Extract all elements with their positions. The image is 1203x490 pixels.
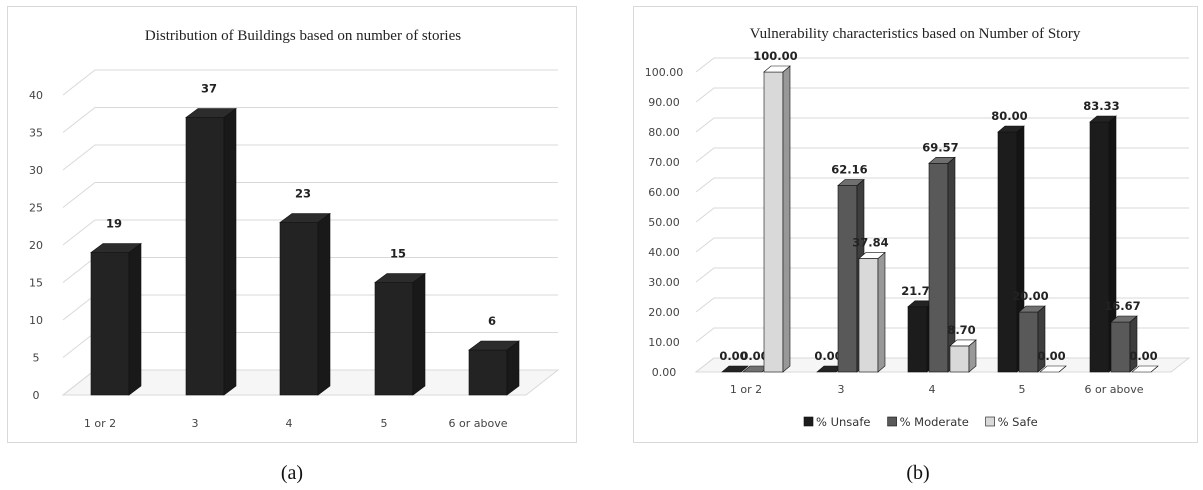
chart-a-title: Distribution of Buildings based on numbe… xyxy=(145,28,461,44)
bar xyxy=(1131,365,1159,373)
legend-swatch xyxy=(887,416,897,427)
bar xyxy=(858,251,886,373)
y-tick-label: 30.00 xyxy=(648,276,680,289)
bar xyxy=(928,156,956,373)
y-tick-label: 0 xyxy=(33,389,40,402)
legend-label: % Safe xyxy=(998,415,1038,429)
legend-label: % Moderate xyxy=(900,415,969,429)
gridline xyxy=(695,297,1189,313)
y-tick-label: 70.00 xyxy=(648,156,680,169)
gridline xyxy=(62,219,558,246)
y-tick-label: 40.00 xyxy=(648,246,680,259)
y-tick-label: 60.00 xyxy=(648,186,680,199)
gridline xyxy=(695,87,1189,103)
data-label: 0.00 xyxy=(719,349,747,363)
data-label: 83.33 xyxy=(1083,99,1119,113)
y-tick-label: 25 xyxy=(29,202,43,215)
data-label: 15 xyxy=(390,247,406,261)
y-tick-label: 100.00 xyxy=(645,66,684,79)
y-tick-label: 50.00 xyxy=(648,216,680,229)
data-label: 0.00 xyxy=(740,349,768,363)
y-tick-label: 5 xyxy=(33,352,40,365)
bar xyxy=(1110,315,1138,373)
x-tick-label: 4 xyxy=(929,383,936,396)
gridline xyxy=(62,107,558,133)
x-tick-label: 5 xyxy=(381,417,388,430)
data-label: 37.84 xyxy=(852,235,888,249)
x-tick-label: 3 xyxy=(838,383,845,396)
y-tick-label: 20 xyxy=(29,239,43,252)
chart-panel-a: Distribution of Buildings based on numbe… xyxy=(7,6,577,443)
legend-swatch xyxy=(985,416,995,427)
data-label: 80.00 xyxy=(991,109,1027,123)
y-tick-label: 10.00 xyxy=(648,336,680,349)
data-label: 8.70 xyxy=(947,323,975,337)
y-tick-label: 90.00 xyxy=(648,96,680,109)
y-tick-label: 0.00 xyxy=(652,366,677,379)
bar xyxy=(374,272,426,396)
chart-b-title: Vulnerability characteristics based on N… xyxy=(750,26,1081,42)
x-tick-label: 5 xyxy=(1019,383,1026,396)
data-label: 20.00 xyxy=(1012,289,1048,303)
bar xyxy=(185,107,237,396)
data-label: 19 xyxy=(106,217,122,231)
x-tick-label: 6 or above xyxy=(449,417,508,430)
bar xyxy=(763,65,791,373)
data-label: 6 xyxy=(488,314,496,328)
gridline xyxy=(695,147,1189,163)
distribution-chart: Distribution of Buildings based on numbe… xyxy=(29,28,560,430)
bar xyxy=(949,339,977,373)
bar xyxy=(721,365,749,373)
chart-panel-b: Vulnerability characteristics based on N… xyxy=(633,6,1198,443)
gridline xyxy=(695,177,1189,193)
bar xyxy=(1039,365,1067,373)
gridline xyxy=(695,237,1189,253)
data-label: 0.00 xyxy=(1037,349,1065,363)
data-label: 69.57 xyxy=(922,140,958,154)
y-tick-label: 40 xyxy=(29,89,43,102)
gridline xyxy=(695,117,1189,133)
y-tick-label: 15 xyxy=(29,277,43,290)
data-label: 37 xyxy=(201,82,217,96)
gridline xyxy=(62,144,558,171)
gridline xyxy=(695,207,1189,223)
data-label: 23 xyxy=(295,187,311,201)
gridline xyxy=(695,57,1189,73)
x-tick-label: 1 or 2 xyxy=(84,417,116,430)
bar xyxy=(279,212,331,396)
caption-b: (b) xyxy=(906,462,930,484)
bar xyxy=(997,125,1025,373)
bar xyxy=(468,340,520,396)
gridline xyxy=(62,69,558,96)
vulnerability-chart: Vulnerability characteristics based on N… xyxy=(645,26,1191,429)
gridline xyxy=(695,267,1189,283)
data-label: 21.74 xyxy=(901,284,937,298)
data-label: 100.00 xyxy=(753,49,797,63)
y-tick-label: 20.00 xyxy=(648,306,680,319)
x-tick-label: 1 or 2 xyxy=(730,383,762,396)
y-tick-label: 35 xyxy=(29,127,43,140)
bar xyxy=(1018,305,1046,373)
x-tick-label: 4 xyxy=(286,417,293,430)
y-tick-label: 80.00 xyxy=(648,126,680,139)
gridline xyxy=(62,182,558,208)
x-tick-label: 3 xyxy=(192,417,199,430)
bar xyxy=(1089,115,1117,373)
data-label: 16.67 xyxy=(1104,299,1140,313)
data-label: 0.00 xyxy=(814,349,842,363)
y-tick-label: 30 xyxy=(29,164,43,177)
data-label: 62.16 xyxy=(831,163,867,177)
legend-swatch xyxy=(803,416,814,427)
y-tick-label: 10 xyxy=(29,314,43,327)
data-label: 0.00 xyxy=(1129,349,1157,363)
bar xyxy=(90,242,142,396)
x-tick-label: 6 or above xyxy=(1085,383,1144,396)
legend-label: % Unsafe xyxy=(816,415,870,429)
caption-a: (a) xyxy=(280,462,304,484)
